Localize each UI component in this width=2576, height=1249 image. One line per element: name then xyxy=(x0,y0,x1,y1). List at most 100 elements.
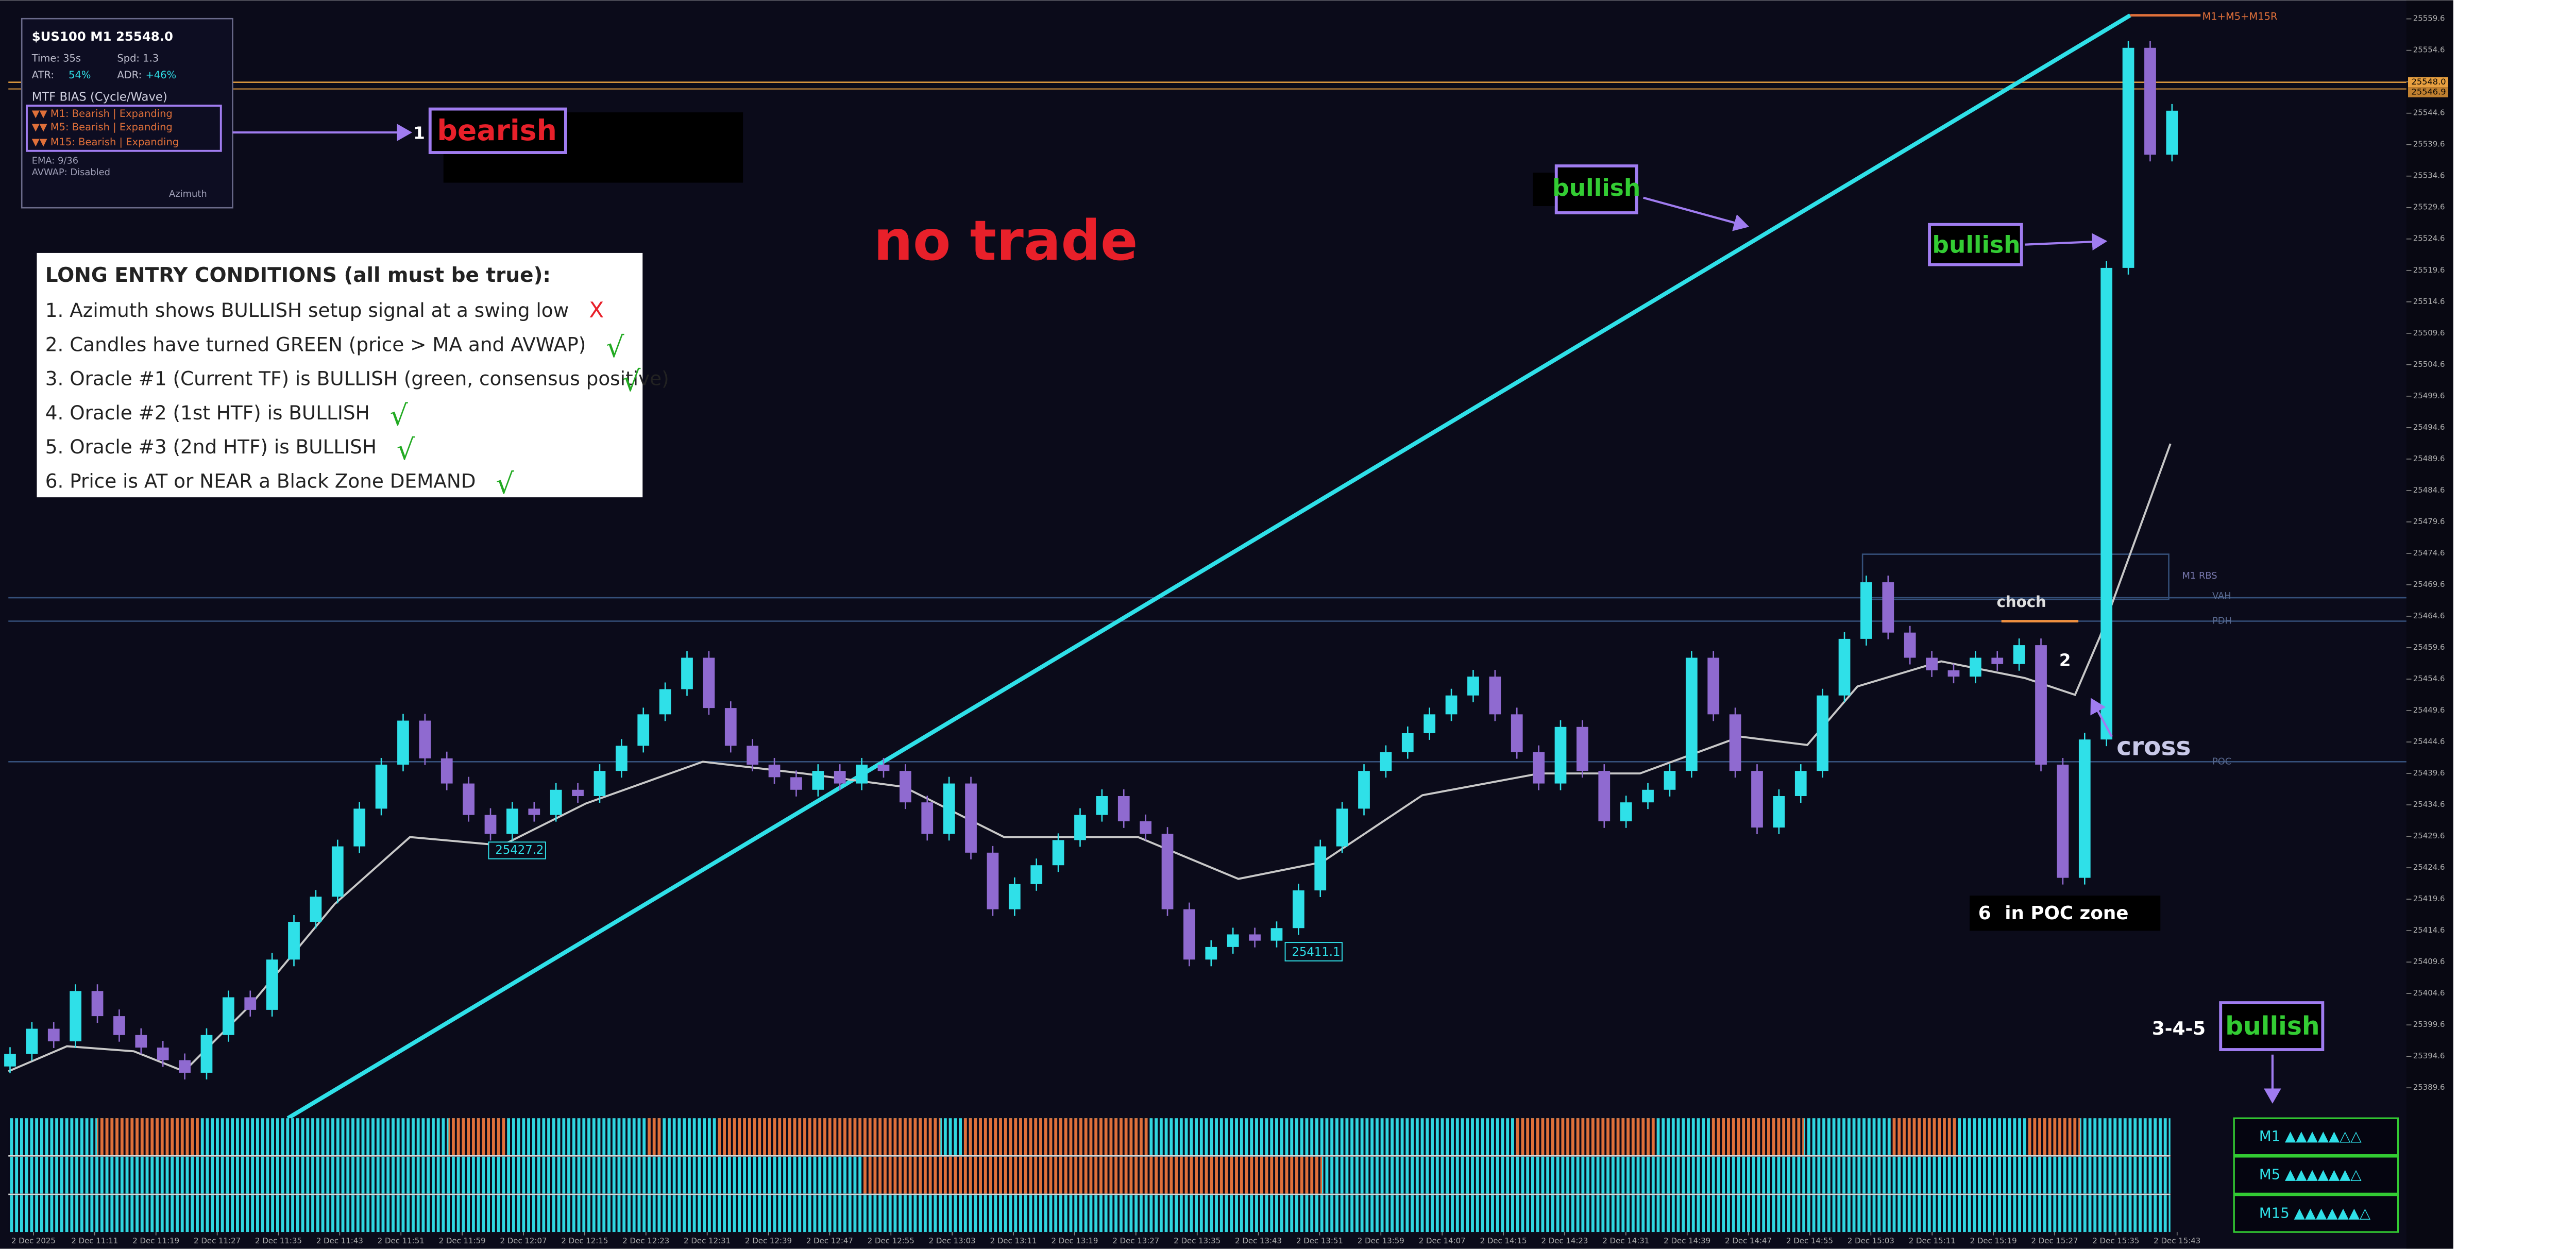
x-tick-label: 2 Dec 14:23 xyxy=(1541,1236,1588,1245)
x-tick-label: 2 Dec 14:15 xyxy=(1480,1236,1527,1245)
condition-text: 6. Price is AT or NEAR a Black Zone DEMA… xyxy=(45,469,476,492)
x-tick-label: 2 Dec 13:51 xyxy=(1296,1236,1343,1245)
candle-body xyxy=(1860,582,1872,639)
x-tick-label: 2 Dec 12:23 xyxy=(622,1236,669,1245)
y-tick-label: 25404.6 xyxy=(2413,988,2445,998)
y-tick-label: 25464.6 xyxy=(2413,611,2445,620)
candle-body xyxy=(2144,47,2156,155)
bias-row: ▼▼ M5: Bearish | Expanding xyxy=(32,121,173,133)
candle-body xyxy=(921,802,934,834)
y-tick-label: 25499.6 xyxy=(2413,391,2445,400)
annotation-backdrop xyxy=(1969,896,2161,931)
candle-body xyxy=(1577,727,1588,771)
price-tag-text: 25546.9 xyxy=(2411,87,2446,97)
x-tick-label: 2 Dec 2025 xyxy=(11,1236,56,1245)
x-tick-label: 2 Dec 13:19 xyxy=(1051,1236,1098,1245)
axes: 25559.625554.625549.625544.625539.625534… xyxy=(11,14,2445,1245)
bias-row: ▼▼ M1: Bearish | Expanding xyxy=(32,108,173,120)
candle-body xyxy=(1904,632,1916,658)
candle-body xyxy=(834,771,846,784)
y-tick-label: 25394.6 xyxy=(2413,1051,2445,1060)
stripe-segment xyxy=(716,1118,941,1155)
x-tick-label: 2 Dec 11:19 xyxy=(132,1236,179,1245)
candle-body xyxy=(222,997,234,1035)
x-tick-label: 2 Dec 13:59 xyxy=(1358,1236,1404,1245)
bullish-label: bullish xyxy=(1932,231,2020,258)
candle-body xyxy=(1161,834,1174,909)
swing-label: 25411.1 xyxy=(1292,946,1341,959)
candle-body xyxy=(1773,796,1785,828)
mtf-cell xyxy=(2233,1156,2399,1194)
y-tick-label: 25444.6 xyxy=(2413,737,2445,746)
candle-body xyxy=(135,1035,147,1048)
candle-body xyxy=(768,764,781,778)
conditions-box xyxy=(37,252,643,498)
condition-mark: X xyxy=(589,297,604,323)
panel-title: $US100 M1 25548.0 xyxy=(32,29,173,44)
mtf-cell xyxy=(2233,1117,2399,1156)
candle-body xyxy=(70,991,82,1041)
candle-body xyxy=(1292,890,1304,929)
y-tick-label: 25559.6 xyxy=(2413,14,2445,23)
candle-body xyxy=(943,783,955,834)
x-tick-label: 2 Dec 14:55 xyxy=(1786,1236,1833,1245)
x-tick-label: 2 Dec 13:43 xyxy=(1235,1236,1282,1245)
condition-mark: √ xyxy=(397,433,415,466)
condition-mark: √ xyxy=(390,399,409,432)
step-label: 2 xyxy=(2059,650,2071,670)
stripe-segment xyxy=(1891,1118,1958,1155)
candle-body xyxy=(1249,934,1261,941)
candle-body xyxy=(1794,771,1807,796)
candle-body xyxy=(703,657,715,708)
y-tick-label: 25449.6 xyxy=(2413,705,2445,715)
y-tick-label: 25519.6 xyxy=(2413,265,2445,275)
x-tick-label: 2 Dec 15:19 xyxy=(1970,1236,2017,1245)
candle-body xyxy=(484,815,497,834)
m15-stripes xyxy=(8,1195,2171,1233)
mtf-table: M1 ▲▲▲▲▲△△ M5 ▲▲▲▲▲▲△ M15 ▲▲▲▲▲▲△ xyxy=(2233,1117,2399,1233)
x-tick-label: 2 Dec 12:47 xyxy=(806,1236,853,1245)
swing-label: 25427.2 xyxy=(495,843,544,857)
candle-body xyxy=(288,922,300,960)
condition-text: 3. Oracle #1 (Current TF) is BULLISH (gr… xyxy=(45,367,669,390)
y-tick-label: 25489.6 xyxy=(2413,454,2445,463)
candle-body xyxy=(2122,47,2134,268)
bullish-box xyxy=(1928,223,2023,266)
candle-body xyxy=(1511,714,1523,752)
candle-body xyxy=(1685,657,1698,771)
candle-body xyxy=(1074,815,1086,840)
candle-body xyxy=(1991,657,2004,664)
mtf-cell xyxy=(2233,1194,2399,1233)
arrow xyxy=(2025,233,2108,251)
x-tick-label: 2 Dec 14:31 xyxy=(1602,1236,1649,1245)
price-axis xyxy=(2406,0,2453,1249)
x-tick-label: 2 Dec 12:07 xyxy=(500,1236,547,1245)
candle-body xyxy=(528,808,540,815)
arrow xyxy=(2090,698,2113,737)
candle-body xyxy=(1554,727,1567,784)
x-tick-label: 2 Dec 12:39 xyxy=(745,1236,792,1245)
candle-body xyxy=(331,846,344,897)
price-tag xyxy=(2408,87,2448,97)
x-tick-label: 2 Dec 11:35 xyxy=(255,1236,302,1245)
candle-body xyxy=(790,777,802,790)
candle-body xyxy=(1358,771,1370,809)
candle-body xyxy=(572,789,584,796)
candle-body xyxy=(397,720,409,765)
condition-text: 4. Oracle #2 (1st HTF) is BULLISH xyxy=(45,401,370,424)
step-label: 1 xyxy=(413,123,425,143)
x-tick-label: 2 Dec 14:07 xyxy=(1419,1236,1466,1245)
x-tick-label: 2 Dec 13:03 xyxy=(929,1236,976,1245)
candle-body xyxy=(747,746,759,765)
rbs-zone xyxy=(1861,553,2170,600)
x-tick-label: 2 Dec 15:11 xyxy=(1909,1236,1956,1245)
candle-body xyxy=(812,771,824,790)
conditions-title: LONG ENTRY CONDITIONS (all must be true)… xyxy=(45,264,551,287)
step-label: 6 xyxy=(1978,903,1991,924)
candle-body xyxy=(1926,657,1938,670)
candle-body xyxy=(1423,714,1436,733)
candle-body xyxy=(1140,821,1152,834)
level-label: VAH xyxy=(2212,590,2231,601)
x-tick-label: 2 Dec 11:27 xyxy=(194,1236,241,1245)
